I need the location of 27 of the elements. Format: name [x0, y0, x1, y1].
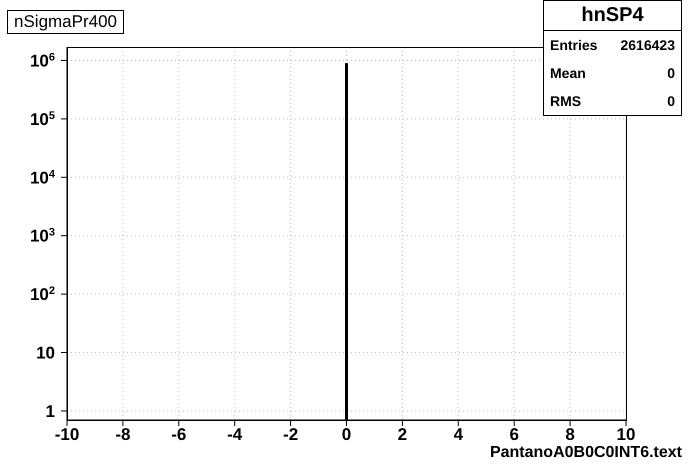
y-tick-label: 10$^{2}$ — [30, 285, 55, 304]
chart-title: nSigmaPr400 — [7, 10, 124, 34]
annotation: RMS — [550, 93, 582, 109]
y-tick-label: 10 — [36, 344, 55, 363]
x-axis-title: PantanoA0B0C0INT6.text — [490, 444, 682, 462]
text: 0 — [667, 65, 675, 81]
x-tick-label: -8 — [115, 425, 130, 444]
y-tick-label: 10$^{6}$ — [30, 51, 55, 70]
y-tick-label: 10$^{3}$ — [30, 226, 55, 246]
x-tick-label: 2 — [398, 425, 408, 444]
x-tick-label: -10 — [54, 425, 80, 444]
y-tick-label: 1 — [46, 402, 55, 421]
x-tick-label: -4 — [227, 425, 243, 444]
annotation: 2616423 — [620, 37, 675, 53]
x-tick-label: 0 — [342, 425, 352, 444]
text: hnSP4 — [544, 1, 681, 31]
x-tick-label: 10 — [616, 425, 636, 444]
y-tick-label: 10$^{5}$ — [30, 110, 55, 129]
text: 0 — [667, 93, 675, 109]
x-tick-label: 4 — [454, 425, 464, 444]
annotation: Entries — [550, 37, 598, 53]
x-tick-label: 6 — [509, 425, 519, 444]
y-tick-label: 10$^{4}$ — [30, 168, 56, 188]
x-tick-label: -2 — [283, 425, 298, 444]
x-tick-label: -6 — [171, 425, 186, 444]
x-tick-label: 8 — [565, 425, 575, 444]
annotation: Mean — [550, 65, 586, 81]
